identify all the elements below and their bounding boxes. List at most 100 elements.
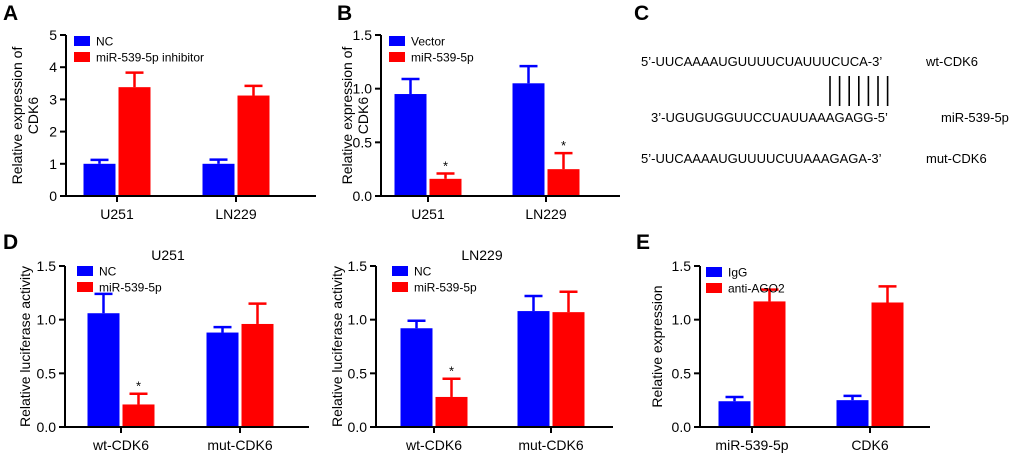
legend-label: miR-539-5p <box>99 281 162 295</box>
bar-mir-539-5p-wt-cdk6 <box>435 396 468 427</box>
bar-nc-mut-cdk6 <box>517 311 550 427</box>
y-axis-label: Relative expression ofCDK6 <box>9 47 41 185</box>
legend-label: NC <box>96 35 114 49</box>
legend-swatch <box>74 36 90 46</box>
y-tick-label: 1 <box>49 156 57 172</box>
bar-mir-539-5p-mut-cdk6 <box>552 312 585 427</box>
bar-nc-wt-cdk6 <box>400 328 433 427</box>
bar-nc-ln229 <box>202 163 235 196</box>
sequence-label-wt: wt-CDK6 <box>925 54 978 69</box>
chart-d-u251: * 0.0 0.5 1.0 1.5 wt-CDK6 mut-CDK6 Relative luc… <box>17 247 309 453</box>
chart-a: 0 1 2 3 4 5 U251 LN229 Relative expression ofCDK… <box>9 27 316 222</box>
x-tick-label: mut-CDK6 <box>518 437 584 453</box>
y-tick-label: 0.5 <box>348 365 368 381</box>
y-axis-label: Relative luciferase activity <box>329 266 345 427</box>
sequence-mir: 3’-UGUGUGGUUCCUAUUAAAGAGG-5’ <box>651 110 888 125</box>
bar-igg-mir-539-5p <box>718 401 751 427</box>
legend-label: NC <box>414 265 432 279</box>
significance-mark: * <box>136 379 141 394</box>
chart-b: * * 0.0 0.5 1.0 1.5 U251 LN229 Relative expressi… <box>339 27 620 222</box>
legend-swatch <box>392 282 408 292</box>
x-tick-label: CDK6 <box>851 437 889 453</box>
bar-anti-ago2-cdk6 <box>871 302 904 427</box>
y-tick-label: 1.5 <box>353 27 373 43</box>
legend-swatch <box>392 266 408 276</box>
y-tick-label: 1.0 <box>348 312 368 328</box>
significance-mark: * <box>449 364 454 379</box>
x-tick-label: LN229 <box>215 206 256 222</box>
significance-mark: * <box>443 158 448 173</box>
x-tick-label: LN229 <box>525 206 566 222</box>
sequence-mut: 5’-UUCAAAAUGUUUUCUUAAAGAGA-3’ <box>641 151 882 166</box>
sequence-wt: 5’-UUCAAAAUGUUUUCUAUUUCUCA-3’ <box>641 54 882 69</box>
significance-mark: * <box>561 138 566 153</box>
x-tick-label: U251 <box>411 206 445 222</box>
legend-label: NC <box>99 265 117 279</box>
y-tick-label: 0.5 <box>37 365 57 381</box>
legend-swatch <box>706 283 722 293</box>
x-tick-label: mut-CDK6 <box>207 437 273 453</box>
bar-mir-539-5p-ln229 <box>547 169 580 196</box>
legend-swatch <box>77 282 93 292</box>
y-tick-label: 1.0 <box>37 312 57 328</box>
y-axis-label: Relative luciferase activity <box>17 266 33 427</box>
y-axis-label-line: CDK6 <box>355 97 371 135</box>
panel-letter-a: A <box>3 2 18 25</box>
x-tick-label: wt-CDK6 <box>405 437 462 453</box>
y-axis-label: Relative expression ofCDK6 <box>339 47 371 185</box>
y-tick-label: 0.0 <box>353 188 373 204</box>
y-tick-label: 1.5 <box>672 258 692 274</box>
y-tick-label: 0.5 <box>672 365 692 381</box>
legend-label: IgG <box>728 266 747 280</box>
bar-mir-539-5p-mut-cdk6 <box>241 323 274 427</box>
y-tick-label: 0.0 <box>37 419 57 435</box>
chart-d-ln229: * 0.0 0.5 1.0 1.5 wt-CDK6 mut-CDK6 Relative luc… <box>329 247 613 453</box>
binding-lines <box>829 76 889 106</box>
y-tick-label: 1.0 <box>353 81 373 97</box>
y-axis-label-line: Relative expression of <box>339 47 355 185</box>
y-tick-label: 1.5 <box>37 258 57 274</box>
bar-vector-u251 <box>394 94 427 196</box>
y-tick-label: 1.5 <box>348 258 368 274</box>
y-tick-label: 5 <box>49 27 57 43</box>
y-axis-label-line: Relative expression of <box>9 47 25 185</box>
legend-label: Vector <box>411 35 445 49</box>
y-tick-label: 2 <box>49 124 57 140</box>
y-tick-label: 0.0 <box>348 419 368 435</box>
panel-letter-c: C <box>634 2 649 25</box>
bar-nc-wt-cdk6 <box>87 313 120 427</box>
y-tick-label: 0.0 <box>672 419 692 435</box>
chart-e: 0.0 0.5 1.0 1.5 miR-539-5p CDK6 Relative expre… <box>649 258 930 453</box>
chart-title: U251 <box>151 247 185 263</box>
bar-anti-ago2-mir-539-5p <box>753 301 786 427</box>
y-tick-label: 0.5 <box>353 134 373 150</box>
chart-title: LN229 <box>461 247 502 263</box>
legend-label: miR-539-5p <box>411 51 474 65</box>
legend-label: miR-539-5p inhibitor <box>96 51 204 65</box>
panel-letter-d: D <box>3 231 18 254</box>
y-tick-label: 0 <box>49 188 57 204</box>
bar-mir-539-5p-inhibitor-u251 <box>118 87 151 196</box>
legend-label: miR-539-5p <box>414 281 477 295</box>
legend-swatch <box>77 266 93 276</box>
x-tick-label: miR-539-5p <box>715 437 788 453</box>
y-tick-label: 1.0 <box>672 312 692 328</box>
sequence-label-mir: miR-539-5p <box>941 110 1009 125</box>
y-tick-label: 3 <box>49 91 57 107</box>
panel-letter-e: E <box>636 231 650 254</box>
panel-letter-b: B <box>337 2 352 25</box>
bar-igg-cdk6 <box>836 400 869 427</box>
legend-swatch <box>74 52 90 62</box>
x-tick-label: U251 <box>100 206 134 222</box>
legend-swatch <box>389 36 405 46</box>
bar-mir-539-5p-u251 <box>429 178 462 196</box>
bar-mir-539-5p-inhibitor-ln229 <box>237 95 270 196</box>
bar-mir-539-5p-wt-cdk6 <box>122 404 155 427</box>
bar-vector-ln229 <box>512 83 545 196</box>
bar-nc-mut-cdk6 <box>206 332 239 427</box>
legend-swatch <box>706 267 722 277</box>
bar-nc-u251 <box>83 163 116 196</box>
y-tick-label: 4 <box>49 59 57 75</box>
y-axis-label: Relative expression <box>649 285 665 407</box>
